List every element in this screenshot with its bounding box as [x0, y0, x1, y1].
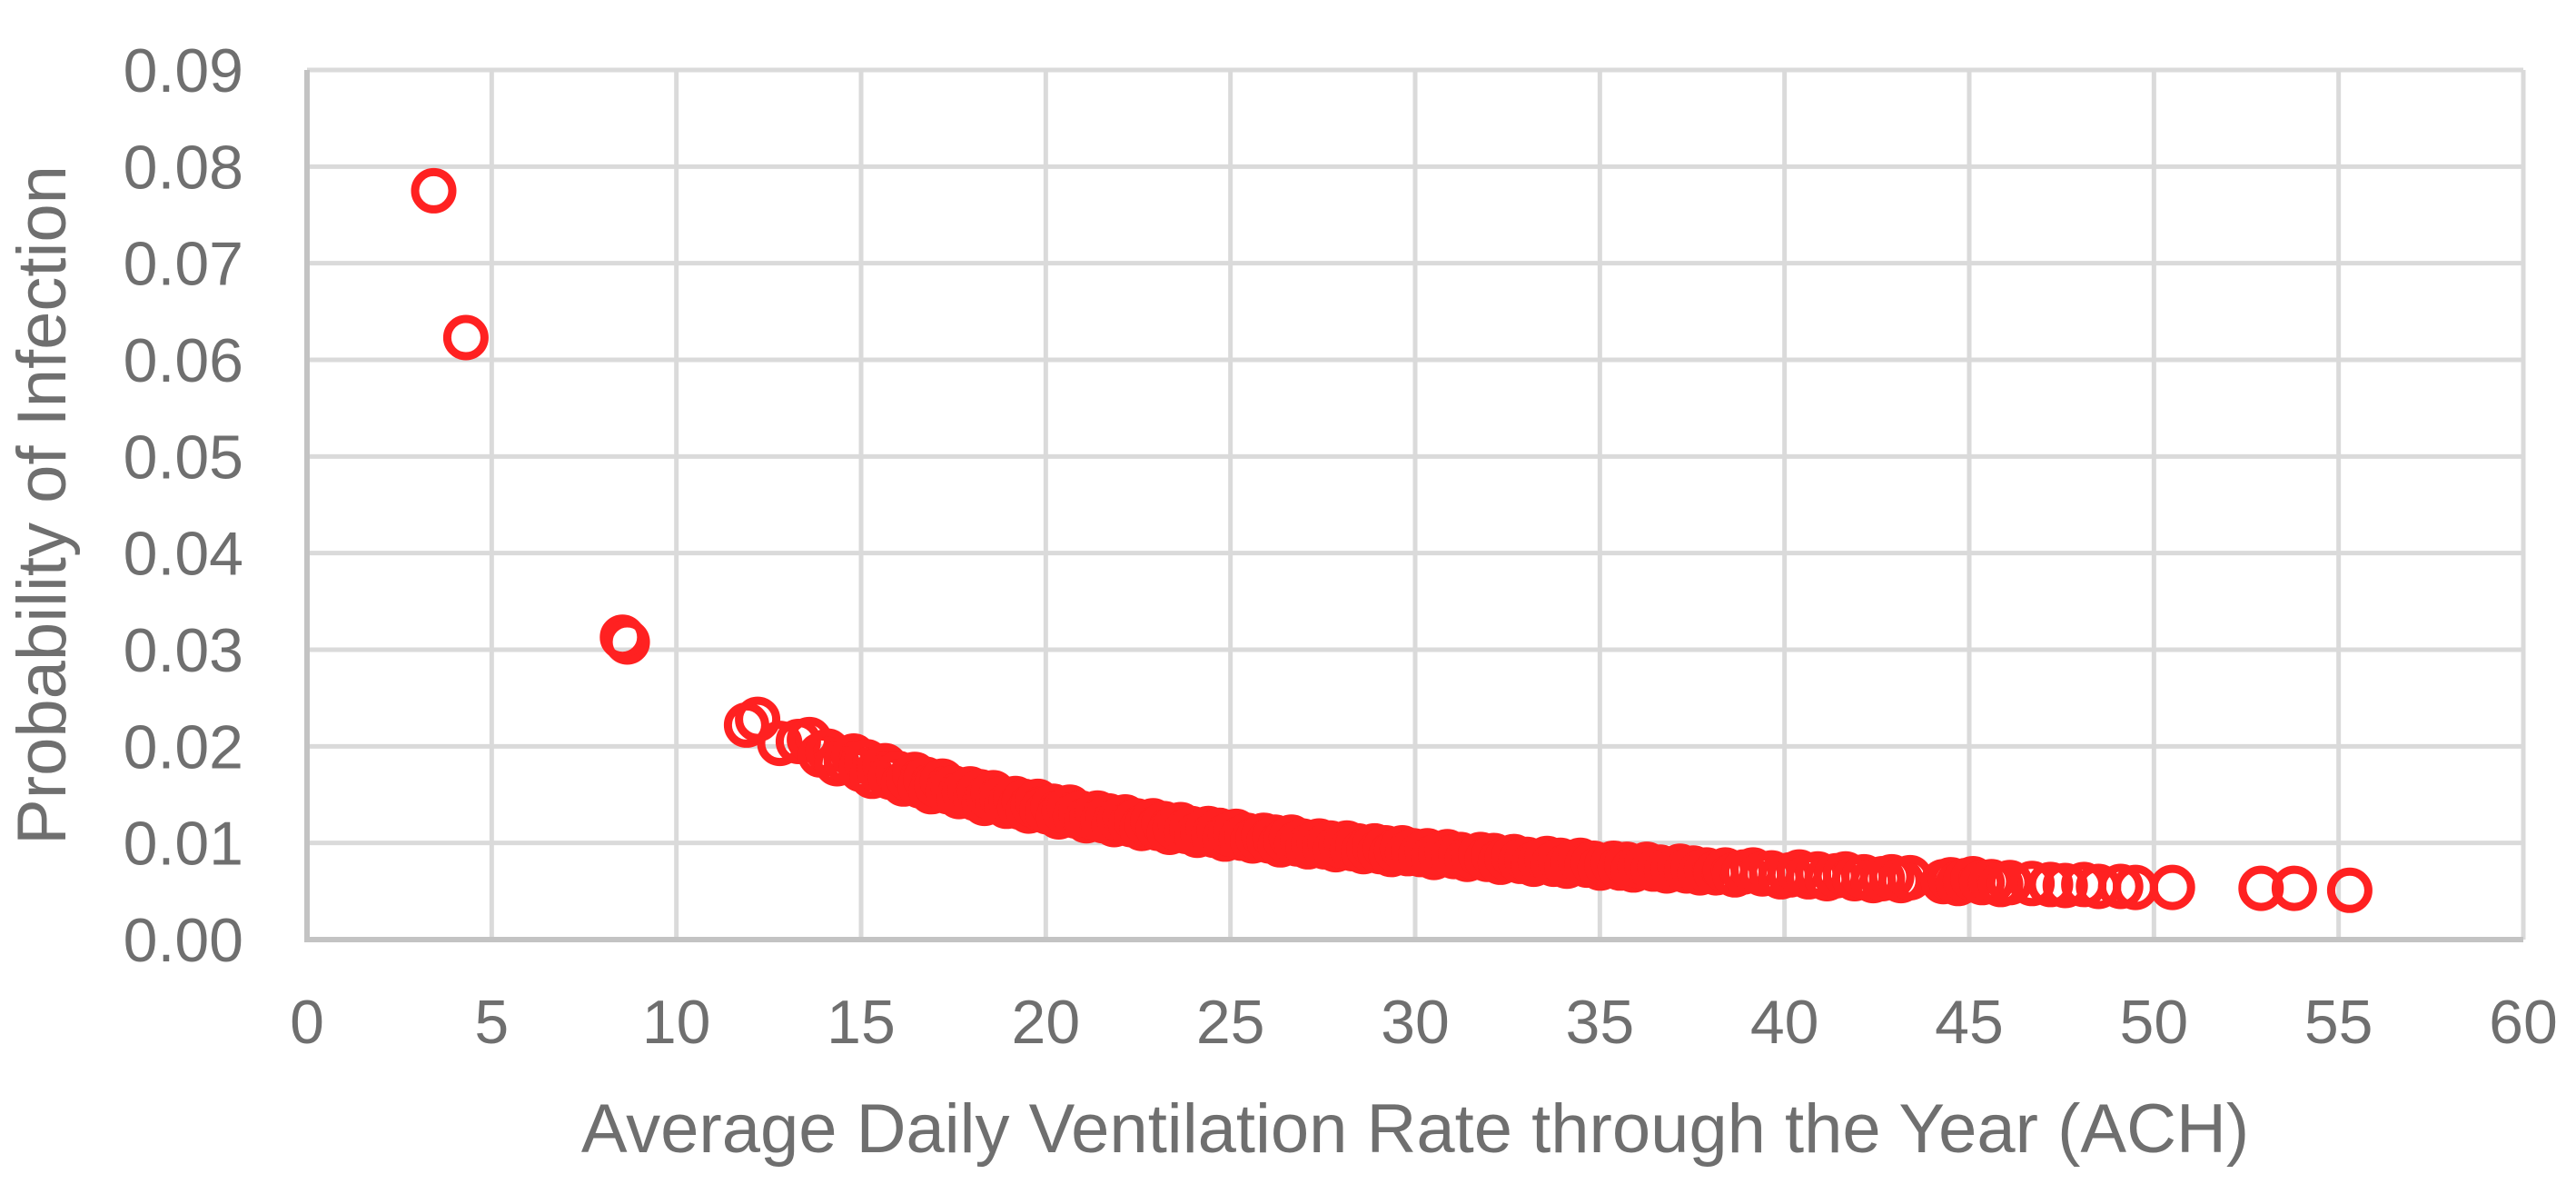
x-tick-label: 30	[1381, 988, 1450, 1057]
data-points-group	[411, 167, 2373, 913]
x-tick-label: 10	[642, 988, 711, 1057]
y-tick-label: 0.00	[124, 906, 243, 975]
x-tick-label: 0	[290, 988, 324, 1057]
x-tick-label: 35	[1566, 988, 1635, 1057]
data-point-marker	[442, 314, 489, 361]
x-tick-label: 45	[1935, 988, 2004, 1057]
data-point-marker	[604, 619, 650, 665]
x-tick-label: 5	[474, 988, 509, 1057]
data-point-marker	[2149, 864, 2195, 910]
data-point-marker	[2326, 867, 2373, 913]
y-tick-label: 0.06	[124, 326, 243, 395]
data-point-marker	[757, 721, 803, 767]
x-tick-label: 40	[1750, 988, 1819, 1057]
data-point-marker	[2271, 865, 2317, 911]
y-tick-label: 0.05	[124, 423, 243, 492]
gridlines-group	[304, 67, 2526, 942]
data-point-marker	[735, 696, 781, 742]
y-tick-label: 0.03	[124, 616, 243, 685]
x-tick-label: 50	[2120, 988, 2189, 1057]
y-tick-label: 0.01	[124, 810, 243, 879]
y-tick-label: 0.08	[124, 133, 243, 202]
x-tick-label: 15	[827, 988, 896, 1057]
y-tick-label: 0.07	[124, 230, 243, 299]
y-tick-label: 0.04	[124, 520, 243, 589]
x-tick-label: 60	[2489, 988, 2558, 1057]
y-axis-title: Probability of Infection	[4, 165, 81, 845]
y-tick-labels-group: 0.00 0.01 0.02 0.03 0.04 0.05 0.06 0.07 0.08 0.09	[124, 36, 243, 975]
y-tick-label: 0.09	[124, 36, 243, 105]
x-axis-title: Average Daily Ventilation Rate through t…	[581, 1090, 2249, 1168]
axis-lines-group	[304, 70, 2523, 942]
x-tick-label: 55	[2304, 988, 2373, 1057]
data-point-marker	[2097, 863, 2144, 910]
data-point-marker	[411, 167, 457, 214]
x-tick-label: 20	[1012, 988, 1081, 1057]
y-tick-label: 0.02	[124, 712, 243, 781]
x-tick-label: 25	[1196, 988, 1265, 1057]
x-tick-labels-group: 0 5 10 15 20 25 30 35 40 45 50 55 60	[290, 988, 2558, 1057]
